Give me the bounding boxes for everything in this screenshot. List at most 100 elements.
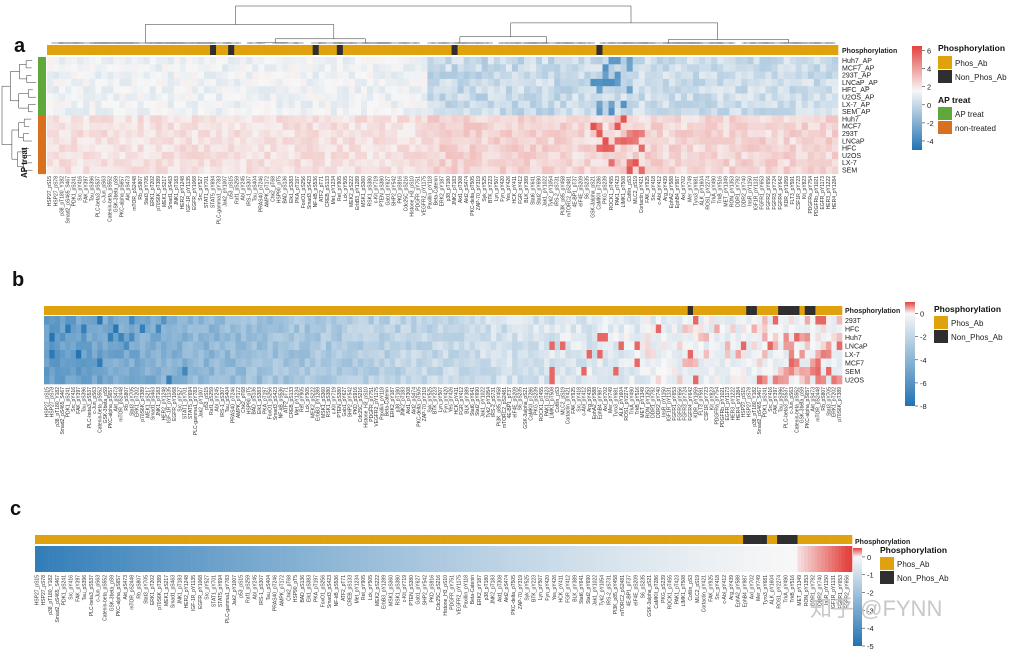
heatmap-a-cell <box>234 166 241 175</box>
col-label-b: Stat2_pY690 <box>475 387 481 416</box>
heatmap-b-cell <box>315 333 321 342</box>
heatmap-a-cell <box>801 166 809 175</box>
heatmap-b-cell <box>214 324 220 334</box>
col-label-a: Histone_H3_pS10 <box>410 176 416 217</box>
heatmap-a-cell <box>360 86 368 94</box>
heatmap-a-cell <box>789 122 797 131</box>
heatmap-a-cell <box>517 100 525 109</box>
heatmap-b-cell <box>714 341 720 351</box>
phos-b-cell <box>533 306 540 315</box>
heatmap-a-cell <box>59 78 66 87</box>
phos-a-cell <box>620 45 627 55</box>
heatmap-a-cell <box>385 108 392 116</box>
heatmap-a-cell <box>638 86 646 94</box>
heatmap-a-cell <box>825 115 833 123</box>
col-label-a: Cdc25C_pS216 <box>403 176 409 212</box>
col-label-c: PTEN_pS380 <box>409 575 415 606</box>
heatmap-a-cell <box>439 71 446 80</box>
col-label-b: PI3K_p85_pY458 <box>496 387 502 426</box>
heatmap-a-cell <box>89 122 96 131</box>
heatmap-a-cell <box>107 166 114 175</box>
heatmap-a-cell <box>807 137 815 145</box>
col-label-a: DDR2_pY740 <box>742 176 748 207</box>
phos-a-cell <box>765 45 772 55</box>
heatmap-b-cell <box>325 375 332 385</box>
col-label-c: STAT1_pY701 <box>211 575 217 607</box>
heatmap-b-cell <box>671 367 678 376</box>
heatmap-b-cell <box>113 341 119 351</box>
heatmap-a-cell <box>753 71 760 80</box>
col-label-b: KDR_pY1059 <box>693 387 699 418</box>
col-label-b: PDGFR_pY751 <box>369 387 375 422</box>
heatmap-b-cell <box>453 367 460 376</box>
heatmap-a-cell <box>445 144 452 153</box>
heatmap-a-cell <box>753 108 760 116</box>
heatmap-a-cell <box>222 100 229 109</box>
heatmap-a-cell <box>336 122 344 131</box>
heatmap-b-cell <box>799 341 806 351</box>
col-label-a: SHP2_pY542 <box>391 176 397 207</box>
heatmap-a-cell <box>759 71 766 80</box>
heatmap-a-cell <box>391 137 398 145</box>
heatmap-a-cell <box>590 86 597 94</box>
heatmap-a-cell <box>795 93 803 102</box>
heatmap-a-cell <box>65 100 72 109</box>
col-label-a: Smad3_pS423 <box>307 176 313 209</box>
heatmap-a-cell <box>173 93 181 102</box>
col-label-b: PKC-alpha_pS657 <box>108 387 114 429</box>
legend-a-phos-ab-label: Phos_Ab <box>955 59 988 68</box>
heatmap-a-cell <box>681 166 688 175</box>
heatmap-b-cell <box>54 333 61 342</box>
heatmap-a-cell <box>554 100 561 109</box>
heatmap-b-cell <box>730 375 736 385</box>
heatmap-a-cell <box>445 93 452 102</box>
heatmap-a-cell <box>360 130 368 138</box>
heatmap-b-cell <box>389 367 396 376</box>
heatmap-b-cell <box>810 367 816 376</box>
heatmap-b-cell <box>661 341 667 351</box>
heatmap-a-cell <box>240 115 247 123</box>
heatmap-a-cell <box>602 93 609 102</box>
phos-c-cell <box>150 535 155 544</box>
heatmap-a-cell <box>765 151 772 160</box>
col-label-b: GSK-3alpha_pS21 <box>523 387 529 429</box>
heatmap-b-cell <box>341 375 348 385</box>
heatmap-b-cell <box>602 350 609 359</box>
heatmap-a-cell <box>741 108 748 116</box>
heatmap-b-cell <box>363 367 369 376</box>
heatmap-a-cell <box>294 86 301 94</box>
heatmap-a-cell <box>89 108 96 116</box>
heatmap-a-cell <box>747 151 754 160</box>
heatmap-a-cell <box>385 86 392 94</box>
heatmap-a-cell <box>505 166 513 175</box>
heatmap-a-cell <box>789 115 797 123</box>
heatmap-a-cell <box>451 57 458 65</box>
phos-c-cell <box>229 535 233 544</box>
heatmap-a-cell <box>723 108 730 116</box>
col-label-a: p38_pT180_Y182 <box>59 176 65 216</box>
col-label-b: Ret_pY905 <box>300 387 306 412</box>
phos-b-cell <box>251 306 258 315</box>
phos-b-cell <box>187 306 194 315</box>
phos-a-cell <box>729 45 736 55</box>
heatmap-b-cell <box>677 324 683 334</box>
col-label-b: HER4_pY1284 <box>736 387 742 421</box>
heatmap-b-cell <box>815 367 822 376</box>
heatmap-a-cell <box>753 159 760 167</box>
col-label-a: JNK2_pT183 <box>452 176 458 205</box>
heatmap-a-cell <box>620 130 627 138</box>
heatmap-a-cell <box>463 57 470 65</box>
heatmap-a-cell <box>360 71 368 80</box>
heatmap-a-cell <box>101 144 108 153</box>
phos-b-cell <box>320 306 327 315</box>
col-label-c: FGFR2_pY656 <box>845 575 851 609</box>
heatmap-a-cell <box>197 78 205 87</box>
heatmap-b-cell <box>607 350 614 359</box>
heatmap-a-cell <box>693 122 700 131</box>
heatmap-a-cell <box>511 93 519 102</box>
heatmap-b-cell <box>607 316 614 325</box>
heatmap-b-cell <box>618 316 625 325</box>
heatmap-a-cell <box>548 159 555 167</box>
heatmap-a-cell <box>783 115 790 123</box>
phos-b-cell <box>235 306 242 315</box>
